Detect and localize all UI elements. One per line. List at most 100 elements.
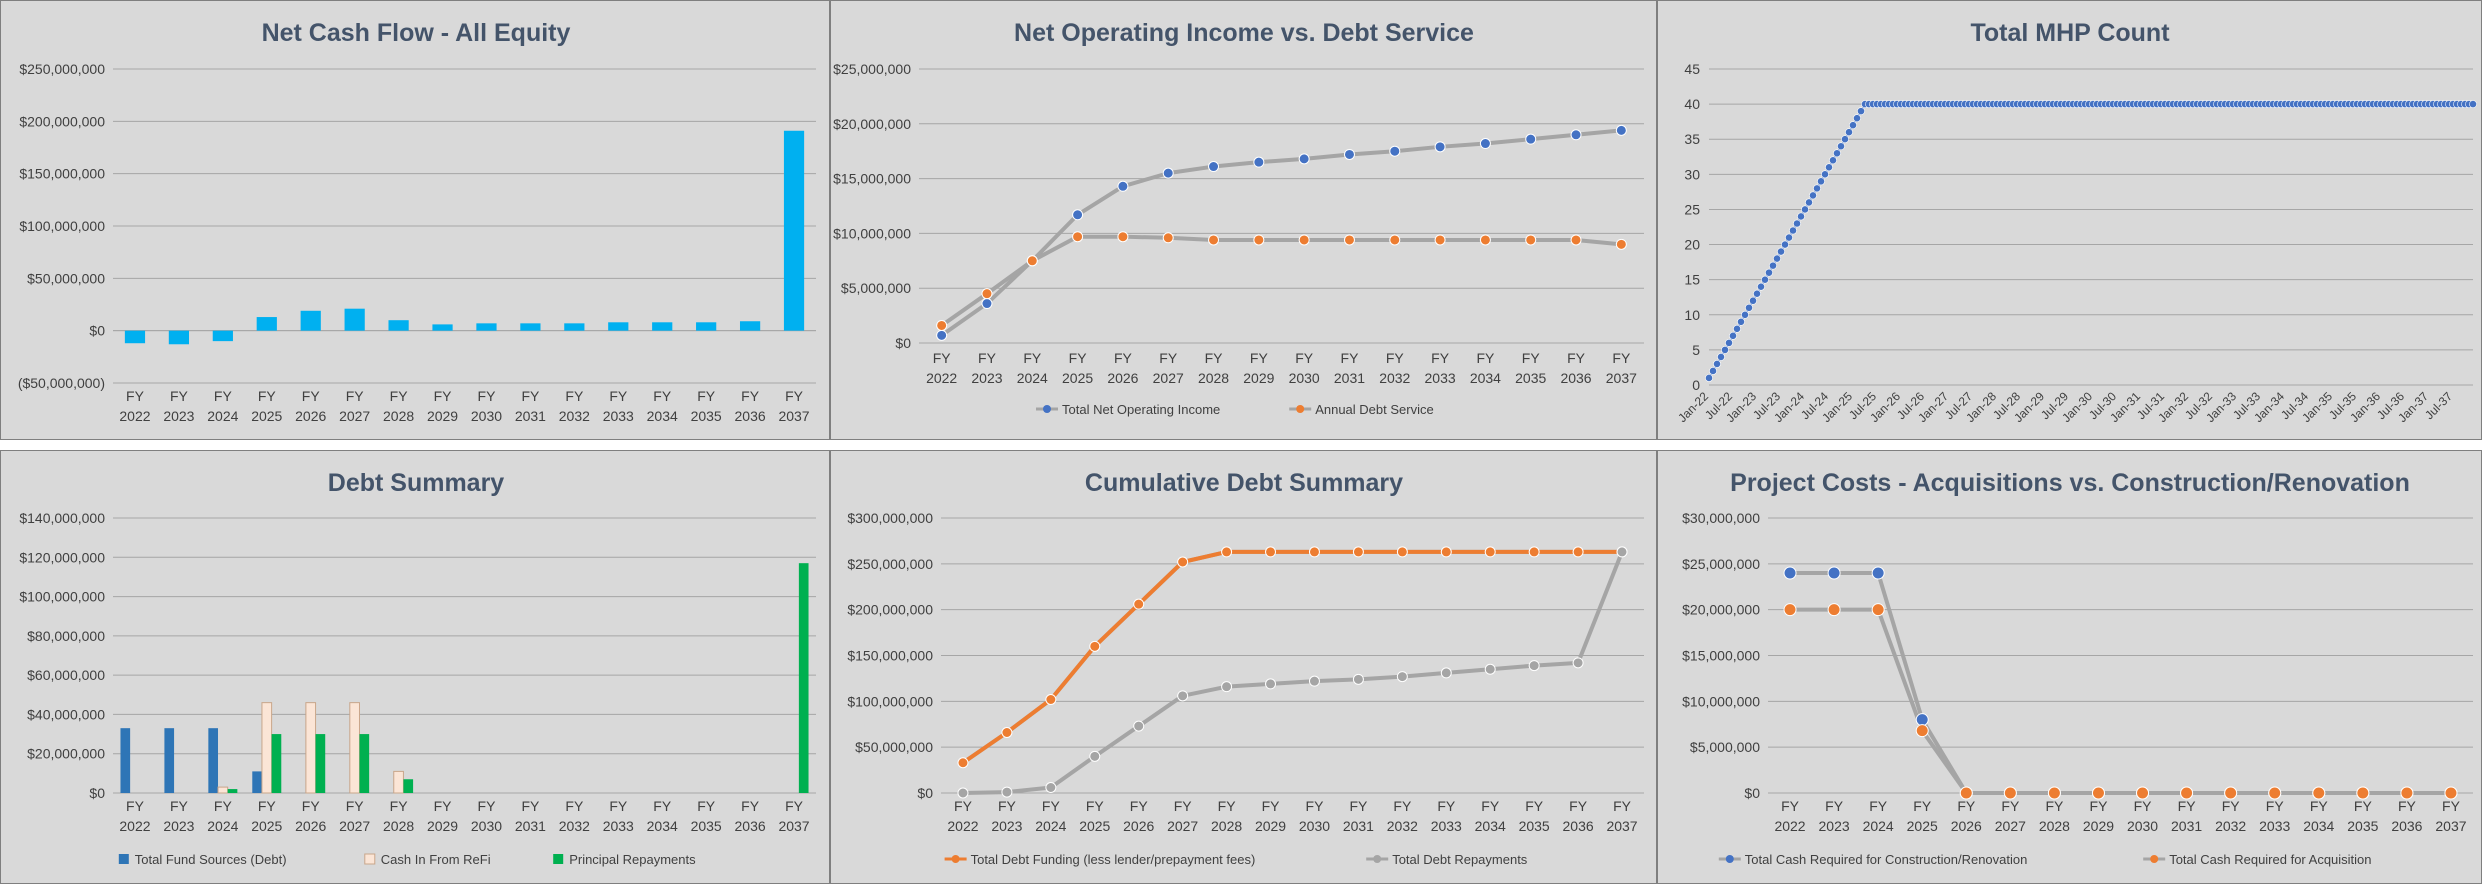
x-tick-line1: FY <box>214 388 233 404</box>
data-point <box>1915 724 1929 738</box>
legend-item[interactable]: Total Debt Repayments <box>1366 852 1528 867</box>
bar <box>168 330 190 345</box>
legend-item[interactable]: Annual Debt Service <box>1289 402 1434 417</box>
x-tick-line1: FY <box>1612 350 1631 366</box>
x-tick-label: FY 2037 <box>1606 350 1637 386</box>
x-tick-line1: FY <box>741 388 760 404</box>
x-tick-line1: FY <box>1341 350 1360 366</box>
legend: Total Debt Funding (less lender/prepayme… <box>944 852 1528 867</box>
panel-noi-debt-service[interactable]: Net Operating Income vs. Debt Service $0 $… <box>830 0 1657 440</box>
data-point <box>1783 566 1797 580</box>
legend-item[interactable]: Principal Repayments <box>553 852 696 867</box>
x-tick-label: Jan-22 <box>1675 389 1711 425</box>
data-point <box>1570 234 1582 246</box>
data-point <box>1717 353 1725 361</box>
legend-item[interactable]: Total Fund Sources (Debt) <box>118 852 287 867</box>
x-tick-label: FY 2023 <box>971 350 1002 386</box>
x-tick-line2: 2025 <box>251 408 282 424</box>
data-point <box>1801 205 1809 214</box>
y-tick-label: $0 <box>89 323 105 339</box>
x-tick-line1: FY <box>1386 350 1405 366</box>
x-tick-line1: FY <box>126 388 145 404</box>
bar <box>403 779 414 793</box>
data-point <box>1570 129 1582 141</box>
x-tick-line1: FY <box>1522 350 1541 366</box>
x-tick-line1: FY <box>434 388 453 404</box>
panel-mhp-count[interactable]: Total MHP Count 0 5 10 15 20 25 30 35 40 45 Jan-22 J… <box>1657 0 2482 440</box>
data-point <box>1817 177 1825 186</box>
x-tick-line2: 2035 <box>2347 818 2378 834</box>
x-tick-label: FY 2029 <box>1255 798 1286 834</box>
x-tick-label: FY 2033 <box>603 388 634 424</box>
panel-cumulative-debt[interactable]: Cumulative Debt Summary $0 $50,000,000 $100… <box>830 450 1657 884</box>
x-tick-label: FY 2027 <box>1995 798 2026 834</box>
x-tick-line2: 2035 <box>691 408 722 424</box>
y-tick-label: $10,000,000 <box>833 225 911 241</box>
data-point <box>1133 598 1145 610</box>
chart-title: Total MHP Count <box>1970 19 2170 47</box>
x-tick-line2: 2030 <box>471 818 502 834</box>
legend-item[interactable]: Total Net Operating Income <box>1036 402 1220 417</box>
x-tick-line2: 2028 <box>1211 818 1242 834</box>
data-point <box>2003 786 2017 800</box>
x-tick-line2: 2035 <box>1515 370 1546 386</box>
x-tick-label: FY 2029 <box>2083 798 2114 834</box>
x-tick-line2: 2030 <box>471 408 502 424</box>
x-tick-line2: 2033 <box>1425 370 1456 386</box>
x-tick-line1: FY <box>1567 350 1586 366</box>
data-point <box>1809 191 1817 200</box>
bar <box>217 786 229 794</box>
x-tick-line2: 2025 <box>1907 818 1938 834</box>
series-line <box>940 128 1622 337</box>
data-point <box>1298 153 1310 165</box>
x-tick-line2: 2032 <box>1379 370 1410 386</box>
data-point <box>2091 786 2105 800</box>
x-tick-line2: 2028 <box>2039 818 2070 834</box>
panel-debt-summary[interactable]: Debt Summary $0 $20,000,000 $40,000,000 $60,… <box>0 450 830 884</box>
x-tick-label: FY 2023 <box>163 798 194 834</box>
data-point <box>1177 556 1189 568</box>
y-tick-label: $50,000,000 <box>855 739 933 755</box>
x-tick-line2: 2027 <box>1995 818 2026 834</box>
x-tick-label: FY 2025 <box>251 388 282 424</box>
y-tick-label: 35 <box>1684 131 1700 147</box>
x-tick-label: Jul-37 <box>2422 389 2455 422</box>
legend-item[interactable]: Total Debt Funding (less lender/prepayme… <box>944 852 1256 867</box>
legend-label: Total Fund Sources (Debt) <box>135 852 287 867</box>
legend-marker <box>1296 405 1305 413</box>
x-tick-line2: 2034 <box>1470 370 1501 386</box>
panel-net-cash-flow[interactable]: Net Cash Flow - All Equity ($50,000,000) $… <box>0 0 830 440</box>
x-tick-label: FY 2023 <box>991 798 1022 834</box>
legend-item[interactable]: Total Cash Required for Acquisition <box>2143 852 2372 867</box>
x-tick-label: FY 2028 <box>1198 350 1229 386</box>
chart-title: Cumulative Debt Summary <box>1085 469 1403 497</box>
x-tick-line1: FY <box>1069 350 1088 366</box>
data-point <box>1709 367 1717 375</box>
data-point <box>2400 786 2414 800</box>
panel-project-costs[interactable]: Project Costs - Acquisitions vs. Constru… <box>1657 450 2482 884</box>
x-tick-line1: FY <box>933 350 952 366</box>
x-tick-line1: FY <box>478 388 497 404</box>
x-tick-line2: 2030 <box>2127 818 2158 834</box>
x-tick-line1: FY <box>2134 798 2153 814</box>
x-tick-label: FY 2026 <box>1107 350 1138 386</box>
bar <box>164 728 175 793</box>
x-tick-label: FY 2032 <box>1387 798 1418 834</box>
x-tick-line2: 2033 <box>603 408 634 424</box>
x-tick-line1: FY <box>565 388 584 404</box>
data-point <box>1769 261 1777 270</box>
x-tick-line1: FY <box>521 798 540 814</box>
x-tick-line2: 2022 <box>1774 818 1805 834</box>
x-tick-label: FY 2022 <box>947 798 978 834</box>
legend-item[interactable]: Total Cash Required for Construction/Ren… <box>1718 852 2028 867</box>
legend-item[interactable]: Cash In From ReFi <box>364 852 491 867</box>
data-point <box>2268 786 2282 800</box>
x-tick-label: FY 2024 <box>1017 350 1048 386</box>
x-tick-line1: FY <box>1250 350 1269 366</box>
x-tick-line2: 2031 <box>1343 818 1374 834</box>
data-point <box>1298 234 1310 246</box>
data-point <box>1765 268 1773 277</box>
data-point <box>2444 786 2458 800</box>
legend-label: Total Cash Required for Acquisition <box>2169 852 2371 867</box>
x-tick-line2: 2036 <box>735 818 766 834</box>
